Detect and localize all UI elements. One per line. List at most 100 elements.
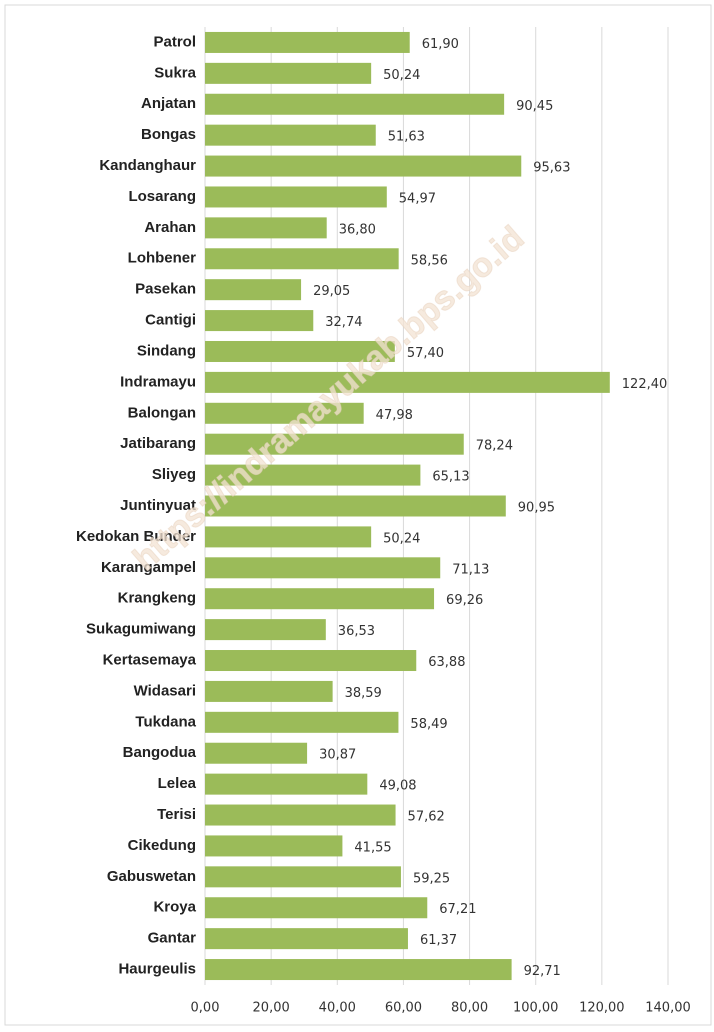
bar (205, 835, 343, 857)
y-tick-label: Juntinyuat (120, 497, 196, 514)
data-label: 71,13 (452, 562, 489, 577)
bar (205, 773, 368, 795)
y-tick-label: Cikedung (128, 837, 196, 854)
bar (205, 588, 435, 610)
bar (205, 804, 396, 826)
bar (205, 866, 401, 888)
bar (205, 31, 410, 53)
data-label: 69,26 (446, 593, 483, 608)
x-tick-label: 100,00 (513, 1001, 559, 1016)
y-tick-label: Widasari (134, 682, 196, 699)
y-tick-label: Kandanghaur (99, 157, 196, 174)
bar (205, 371, 610, 393)
data-label: 67,21 (439, 902, 476, 917)
bar (205, 433, 464, 455)
bar (205, 680, 333, 702)
bar (205, 402, 364, 424)
data-label: 58,56 (411, 253, 448, 268)
y-tick-label: Haurgeulis (118, 961, 196, 978)
data-label: 61,37 (420, 933, 457, 948)
bar (205, 217, 327, 239)
data-label: 90,45 (516, 99, 553, 114)
bar (205, 93, 505, 115)
y-tick-label: Kertasemaya (103, 651, 197, 668)
data-label: 59,25 (413, 871, 450, 886)
data-label: 90,95 (518, 501, 555, 516)
y-tick-label: Sukra (154, 64, 196, 81)
data-label: 36,53 (338, 624, 375, 639)
data-label: 41,55 (354, 840, 391, 855)
bar (205, 155, 522, 177)
y-tick-label: Kedokan Bunder (76, 528, 196, 545)
bar (205, 248, 399, 270)
y-tick-label: Bangodua (123, 744, 197, 761)
y-tick-label: Sindang (137, 342, 196, 359)
data-label: 92,71 (524, 964, 561, 979)
bar (205, 62, 372, 84)
data-label: 57,40 (407, 346, 444, 361)
bar (205, 526, 372, 548)
data-label: 54,97 (399, 191, 436, 206)
bar (205, 340, 395, 362)
data-label: 32,74 (325, 315, 362, 330)
bar (205, 619, 326, 641)
bar (205, 310, 314, 332)
bar (205, 897, 428, 919)
bar (205, 464, 421, 486)
y-tick-label: Gantar (148, 930, 197, 947)
bar (205, 557, 441, 579)
y-tick-label: Sliyeg (152, 466, 196, 483)
data-label: 50,24 (383, 531, 420, 546)
y-tick-label: Lelea (158, 775, 197, 792)
bar (205, 711, 399, 733)
y-tick-label: Krangkeng (118, 590, 196, 607)
y-tick-label: Pasekan (135, 281, 196, 298)
bar (205, 959, 512, 981)
y-tick-label: Terisi (157, 806, 196, 823)
data-label: 78,24 (476, 439, 513, 454)
data-label: 29,05 (313, 284, 350, 299)
x-tick-label: 120,00 (579, 1001, 625, 1016)
y-tick-label: Kroya (153, 899, 196, 916)
data-label: 57,62 (408, 810, 445, 825)
data-label: 65,13 (432, 470, 469, 485)
x-tick-label: 80,00 (451, 1001, 488, 1016)
y-tick-label: Karangampel (101, 559, 196, 576)
data-label: 122,40 (622, 377, 668, 392)
y-tick-label: Balongan (128, 404, 196, 421)
bar (205, 742, 308, 764)
data-label: 61,90 (422, 37, 459, 52)
bar (205, 650, 417, 672)
x-tick-label: 20,00 (253, 1001, 290, 1016)
bar (205, 124, 376, 146)
data-label: 36,80 (339, 222, 376, 237)
x-tick-label: 60,00 (385, 1001, 422, 1016)
bar (205, 186, 387, 208)
y-tick-label: Tukdana (135, 713, 196, 730)
y-tick-label: Losarang (128, 188, 196, 205)
y-tick-label: Indramayu (120, 373, 196, 390)
x-tick-label: 0,00 (191, 1001, 220, 1016)
data-label: 38,59 (345, 686, 382, 701)
data-label: 50,24 (383, 68, 420, 83)
data-label: 49,08 (379, 779, 416, 794)
y-tick-label: Anjatan (141, 95, 196, 112)
y-tick-label: Gabuswetan (107, 868, 196, 885)
data-label: 95,63 (533, 161, 570, 176)
data-label: 51,63 (388, 130, 425, 145)
data-label: 47,98 (376, 408, 413, 423)
y-tick-label: Bongas (141, 126, 196, 143)
data-label: 63,88 (428, 655, 465, 670)
y-tick-label: Arahan (144, 219, 196, 236)
y-tick-label: Jatibarang (120, 435, 196, 452)
data-label: 30,87 (319, 748, 356, 763)
bar (205, 495, 506, 517)
data-label: 58,49 (410, 717, 447, 732)
x-tick-label: 140,00 (645, 1001, 691, 1016)
bar (205, 928, 408, 950)
y-tick-label: Cantigi (145, 312, 196, 329)
y-tick-label: Sukagumiwang (86, 621, 196, 638)
y-tick-label: Patrol (153, 33, 196, 50)
bar (205, 279, 302, 301)
